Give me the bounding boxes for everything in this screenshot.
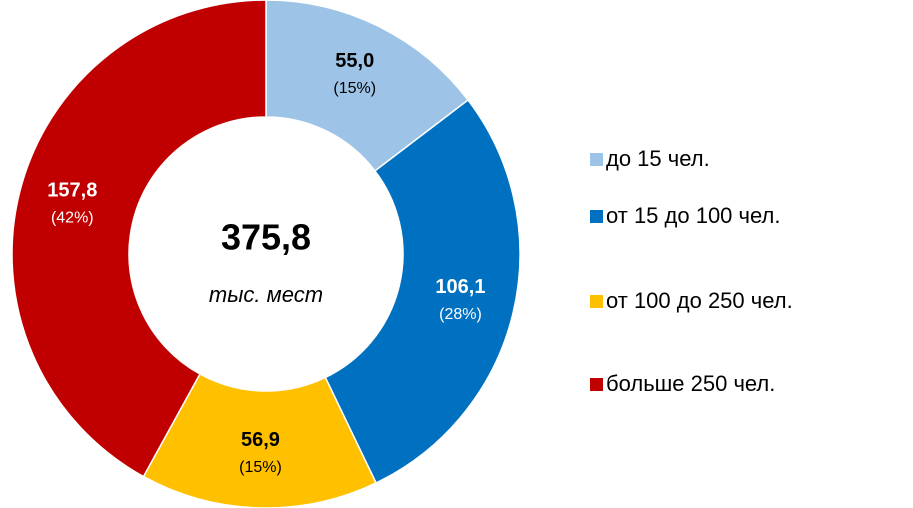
value-label: 106,1 — [435, 276, 485, 298]
legend-label: от 15 до 100 чел. — [606, 203, 780, 228]
percent-label: (15%) — [239, 459, 282, 476]
legend-swatch — [590, 153, 603, 166]
center-value: 375,8 — [221, 217, 311, 258]
legend-swatch — [590, 295, 603, 308]
slices — [11, 0, 521, 508]
legend-label: больше 250 чел. — [606, 371, 775, 396]
center-subtext: тыс. мест — [209, 282, 323, 307]
percent-label: (28%) — [439, 306, 482, 323]
legend-swatch — [590, 378, 603, 391]
legend-label: до 15 чел. — [606, 146, 710, 171]
donut-slice — [324, 98, 521, 484]
value-label: 56,9 — [241, 429, 280, 451]
percent-label: (15%) — [333, 80, 376, 97]
donut-slice — [11, 0, 267, 478]
value-label: 55,0 — [335, 50, 374, 72]
legend-label: от 100 до 250 чел. — [606, 288, 793, 313]
donut-slice — [142, 372, 378, 508]
legend-swatch — [590, 210, 603, 223]
percent-label: (42%) — [51, 209, 94, 226]
value-label: 157,8 — [47, 179, 97, 201]
donut-slice — [265, 0, 470, 173]
